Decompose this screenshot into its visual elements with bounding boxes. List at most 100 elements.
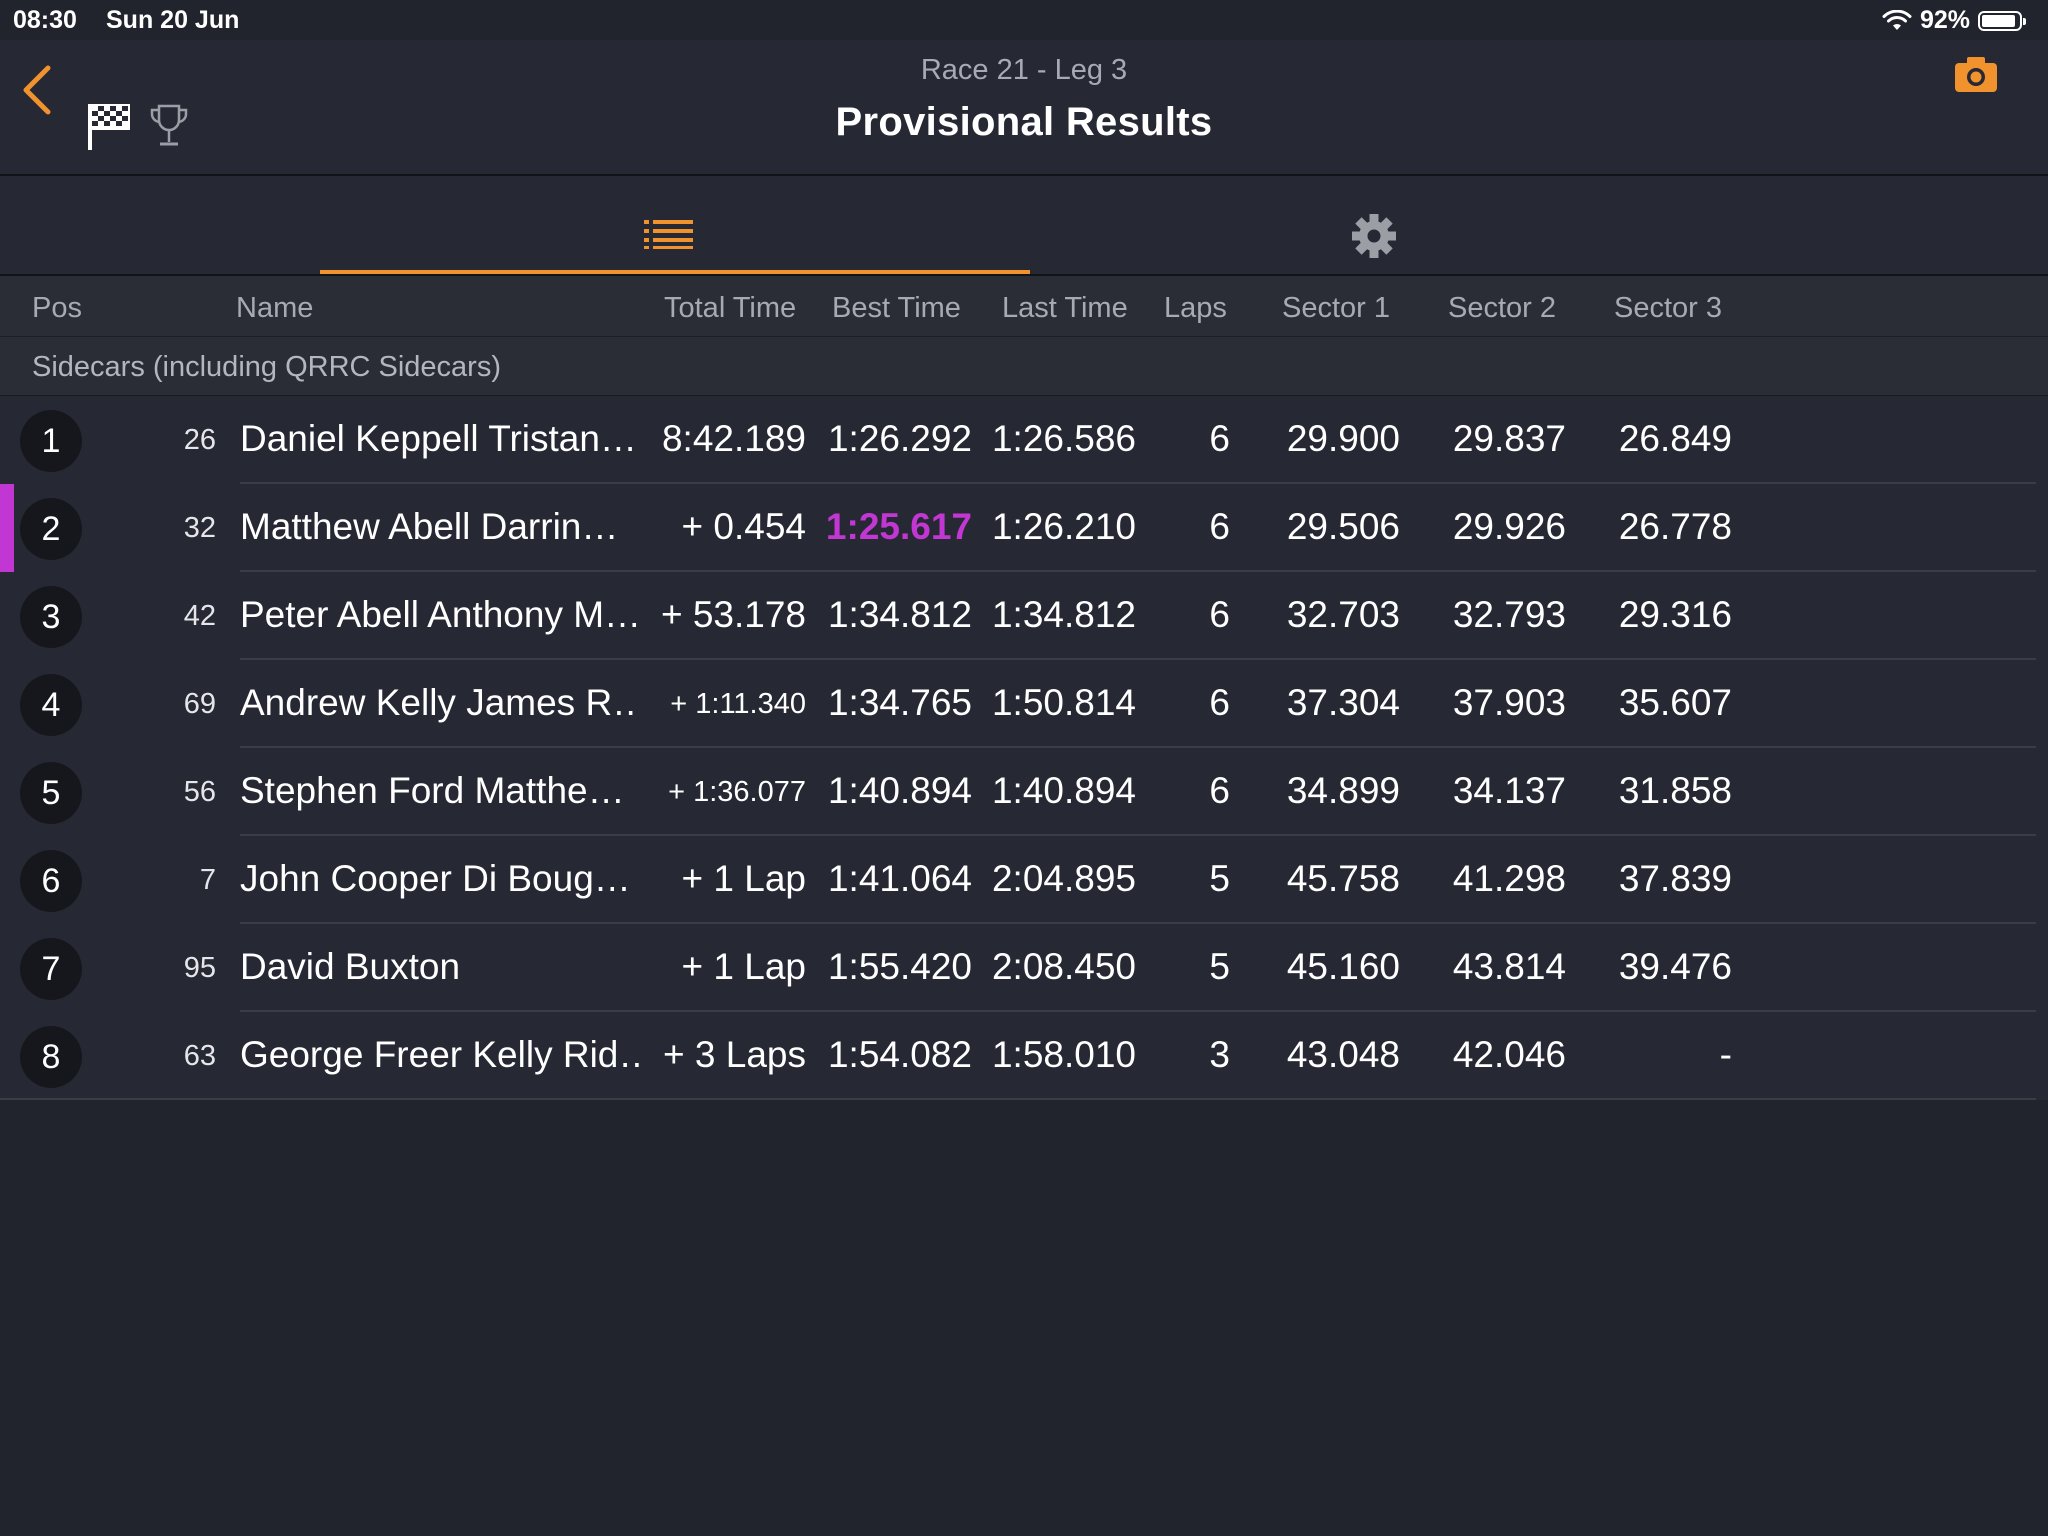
battery-percent: 92% [1919,6,1970,34]
position-badge: 6 [20,850,82,912]
best-time: 1:40.894 [827,770,972,811]
row-divider [240,922,2036,924]
rider-names: Peter Abell Anthony M… [240,594,640,635]
col-last-time[interactable]: Last Time [1002,292,1128,324]
best-time: 1:55.420 [827,946,972,987]
sector-1: 32.703 [1286,594,1400,635]
race-number: 32 [183,512,216,544]
sector-1: 34.899 [1286,770,1400,811]
sector-1: 37.304 [1286,682,1400,723]
race-number: 26 [183,424,216,456]
laps: 6 [1209,418,1230,459]
class-section-header: Sidecars (including QRRC Sidecars) [0,336,2048,397]
col-pos[interactable]: Pos [32,292,82,324]
total-time: + 3 Laps [663,1034,806,1075]
rider-names: Andrew Kelly James R… [240,682,640,723]
sector-2: 34.137 [1452,770,1566,811]
sector-3: 37.839 [1618,858,1732,899]
best-time: 1:34.812 [827,594,972,635]
sector-2: 41.298 [1452,858,1566,899]
race-number: 69 [183,688,216,720]
page-title: Provisional Results [835,100,1213,144]
best-time: 1:26.292 [827,418,972,459]
row-divider [240,834,2036,836]
sector-3: 39.476 [1618,946,1732,987]
race-number: 95 [183,952,216,984]
best-time: 1:34.765 [827,682,972,723]
sector-1: 45.758 [1286,858,1400,899]
result-row[interactable]: 6 7 John Cooper Di Boug… + 1 Lap 1:41.06… [0,836,2048,924]
row-divider [240,570,2036,572]
rider-names: John Cooper Di Boug… [240,858,631,899]
col-sector-3[interactable]: Sector 3 [1614,292,1722,324]
result-row[interactable]: 7 95 David Buxton + 1 Lap 1:55.420 2:08.… [0,924,2048,1012]
position-badge: 5 [20,762,82,824]
col-total-time[interactable]: Total Time [664,292,797,324]
chevron-left-icon[interactable] [16,60,60,120]
sector-1: 43.048 [1286,1034,1400,1075]
col-name[interactable]: Name [236,292,314,324]
last-time: 1:58.010 [991,1034,1136,1075]
status-bar: 08:30 Sun 20 Jun 92% [0,0,2048,40]
result-row[interactable]: 2 32 Matthew Abell Darrin… + 0.454 1:25.… [0,484,2048,572]
sector-2: 29.926 [1452,506,1566,547]
selected-tab-indicator [320,270,1030,274]
last-time: 2:04.895 [991,858,1136,899]
sector-3: 31.858 [1618,770,1732,811]
col-sector-2[interactable]: Sector 2 [1448,292,1556,324]
rider-names: David Buxton [240,946,461,987]
laps: 5 [1209,946,1230,987]
result-row[interactable]: 1 26 Daniel Keppell Tristan… 8:42.189 1:… [0,396,2048,484]
col-sector-1[interactable]: Sector 1 [1282,292,1390,324]
gear-icon [1352,214,1396,258]
laps: 6 [1209,770,1230,811]
result-row[interactable]: 3 42 Peter Abell Anthony M… + 53.178 1:3… [0,572,2048,660]
sector-2: 29.837 [1452,418,1566,459]
last-time: 1:26.210 [991,506,1136,547]
total-time: 8:42.189 [661,418,806,459]
laps: 6 [1209,506,1230,547]
results-table: 1 26 Daniel Keppell Tristan… 8:42.189 1:… [0,396,2048,1100]
position-badge: 7 [20,938,82,1000]
camera-icon[interactable] [1953,54,1999,94]
rider-names: Matthew Abell Darrin… [240,506,619,547]
sector-2: 42.046 [1452,1034,1566,1075]
rider-names: Stephen Ford Matthe… [240,770,625,811]
total-time: + 1 Lap [681,858,806,899]
best-time: 1:54.082 [827,1034,972,1075]
sector-1: 29.506 [1286,506,1400,547]
result-row[interactable]: 4 69 Andrew Kelly James R… + 1:11.340 1:… [0,660,2048,748]
position-badge: 8 [20,1026,82,1088]
row-divider [240,1010,2036,1012]
race-subtitle: Race 21 - Leg 3 [920,54,1128,86]
tab-settings[interactable] [1030,176,1725,274]
last-time: 1:34.812 [991,594,1136,635]
sector-3: 35.607 [1618,682,1732,723]
checkered-flag-icon [88,104,130,150]
fastest-lap-marker [0,484,14,572]
race-number: 63 [183,1040,216,1072]
list-icon [644,220,693,249]
sector-3: - [1719,1034,1732,1075]
nav-header: Race 21 - Leg 3 Provisional Results [0,40,2048,176]
result-row[interactable]: 8 63 George Freer Kelly Rid… + 3 Laps 1:… [0,1012,2048,1100]
wifi-icon [1882,9,1912,30]
tab-results-list[interactable] [320,176,1030,274]
col-laps[interactable]: Laps [1164,292,1227,324]
best-time: 1:41.064 [827,858,972,899]
race-number: 56 [183,776,216,808]
rider-names: Daniel Keppell Tristan… [240,418,637,459]
col-best-time[interactable]: Best Time [832,292,961,324]
row-divider [240,746,2036,748]
status-time: 08:30 [13,6,77,34]
laps: 6 [1209,594,1230,635]
result-row[interactable]: 5 56 Stephen Ford Matthe… + 1:36.077 1:4… [0,748,2048,836]
total-time: + 0.454 [681,506,806,547]
row-divider [240,658,2036,660]
last-time: 1:50.814 [991,682,1136,723]
laps: 5 [1209,858,1230,899]
position-badge: 1 [20,410,82,472]
trophy-icon[interactable] [148,102,190,152]
race-number: 7 [199,864,216,896]
column-header: Pos Name Total Time Best Time Last Time … [0,276,2048,336]
